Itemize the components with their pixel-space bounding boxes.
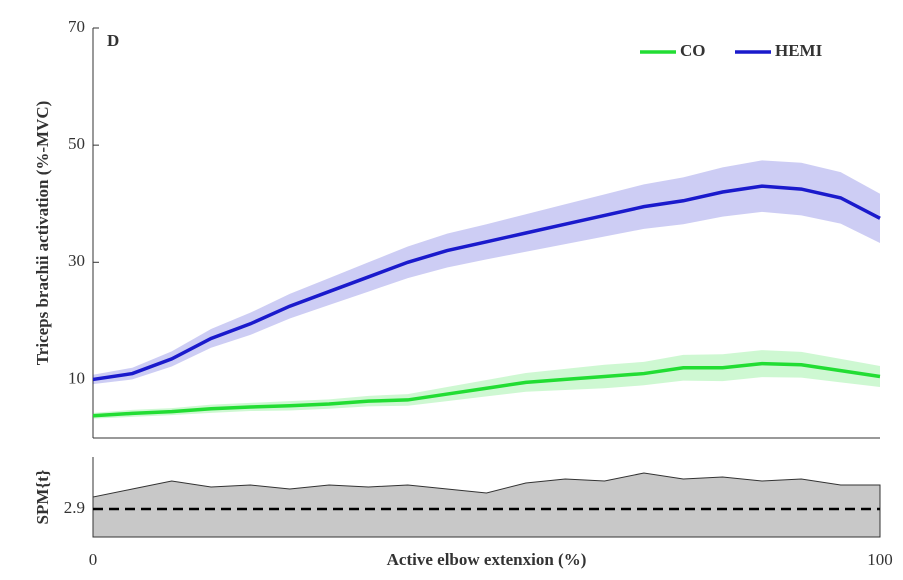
y-tick-label: 10 [68, 368, 85, 387]
line [92, 361, 881, 418]
y-tick-label: 2.9 [64, 498, 85, 517]
y-tick-label: 70 [68, 17, 85, 36]
y-tick-label: 50 [68, 134, 85, 153]
legend-label: CO [680, 41, 706, 60]
x-tick-label: 0 [89, 550, 98, 569]
y-axis-label: Triceps brachii activation (%-MVC) [33, 101, 52, 366]
legend-label: HEMI [775, 41, 823, 60]
x-tick-label: 100 [867, 550, 893, 569]
panel-label: D [107, 31, 119, 50]
y-tick-label: 30 [68, 251, 85, 270]
x-axis-label: Active elbow extenxion (%) [387, 550, 587, 569]
line [92, 184, 881, 382]
ci-band [93, 160, 880, 385]
area [92, 472, 881, 538]
y-axis-label: SPM{t} [33, 469, 52, 524]
